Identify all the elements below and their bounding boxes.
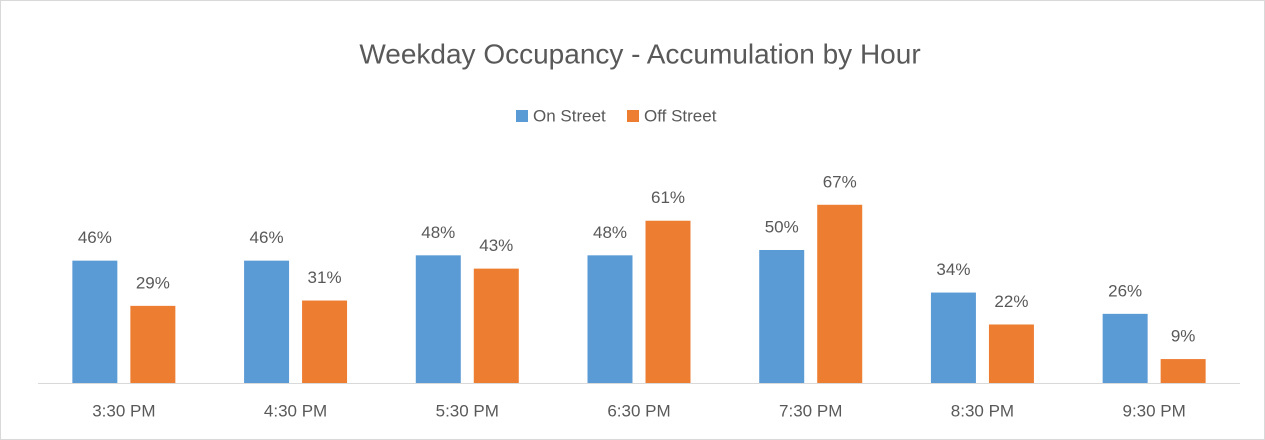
bar: [473, 268, 519, 383]
bar: [1102, 313, 1148, 383]
chart-title: Weekday Occupancy - Accumulation by Hour: [359, 38, 920, 69]
bar: [1160, 359, 1206, 383]
bar: [645, 220, 691, 383]
bar: [759, 250, 805, 383]
data-label: 9%: [1171, 327, 1196, 346]
x-tick-label: 9:30 PM: [1122, 401, 1185, 420]
legend-label: On Street: [533, 106, 606, 125]
legend-swatch: [516, 110, 528, 122]
data-label: 61%: [651, 188, 685, 207]
bar: [415, 255, 461, 383]
data-label: 31%: [308, 268, 342, 287]
x-tick-label: 5:30 PM: [436, 401, 499, 420]
data-label: 48%: [421, 223, 455, 242]
x-tick-label: 4:30 PM: [264, 401, 327, 420]
data-label: 50%: [765, 217, 799, 236]
data-label: 34%: [936, 260, 970, 279]
data-label: 46%: [250, 228, 284, 247]
bar: [72, 260, 118, 383]
bar: [244, 260, 290, 383]
bar: [817, 204, 863, 383]
legend-swatch: [627, 110, 639, 122]
data-label: 46%: [78, 228, 112, 247]
bar: [130, 305, 176, 383]
data-label: 43%: [479, 236, 513, 255]
x-tick-label: 3:30 PM: [92, 401, 155, 420]
data-label: 26%: [1108, 281, 1142, 300]
bar: [988, 324, 1034, 383]
bar: [930, 292, 976, 383]
data-label: 48%: [593, 223, 627, 242]
data-label: 22%: [994, 292, 1028, 311]
bar: [587, 255, 633, 383]
legend-label: Off Street: [644, 106, 717, 125]
x-tick-label: 8:30 PM: [951, 401, 1014, 420]
data-label: 67%: [823, 172, 857, 191]
bar: [302, 300, 348, 383]
x-tick-label: 6:30 PM: [607, 401, 670, 420]
x-tick-label: 7:30 PM: [779, 401, 842, 420]
data-label: 29%: [136, 273, 170, 292]
